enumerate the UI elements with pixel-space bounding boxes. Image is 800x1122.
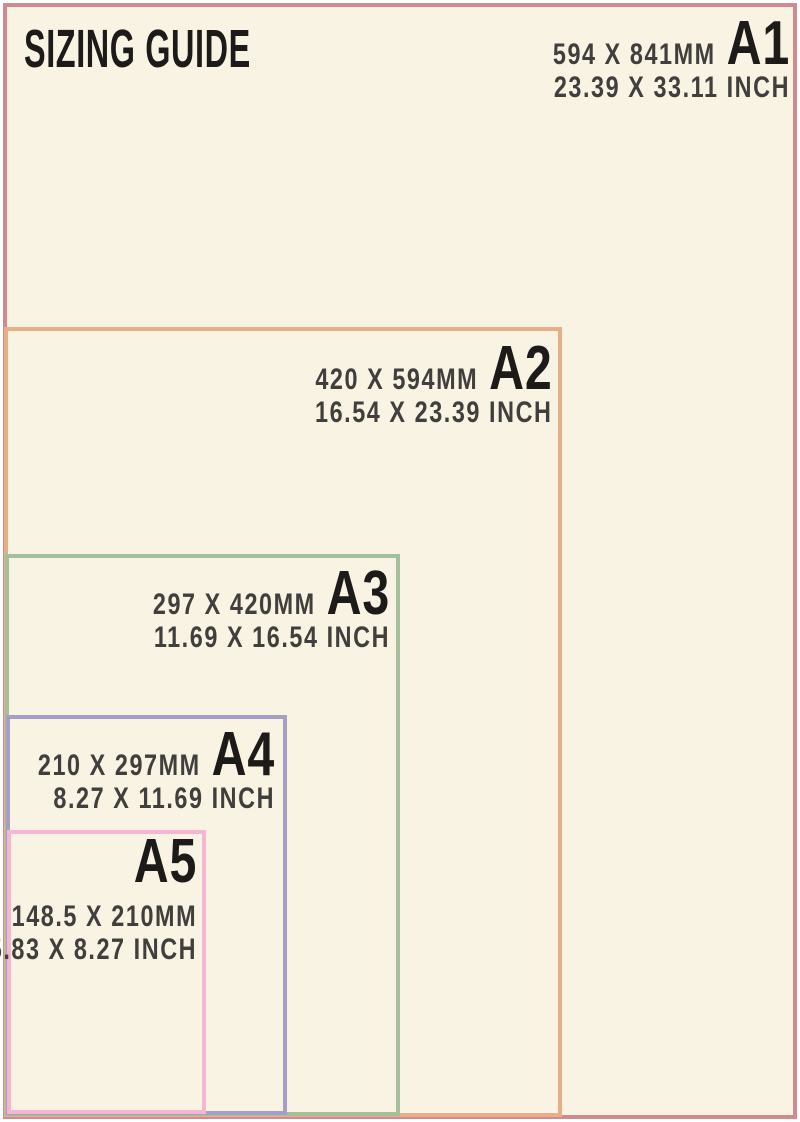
a5-code: A5 <box>133 827 197 896</box>
a5-dimensions-inch: 5.83 X 8.27 INCH <box>0 933 197 967</box>
size-box-a1 <box>3 3 797 1119</box>
a1-dimensions-inch: 23.39 X 33.11 INCH <box>553 71 790 104</box>
a2-code: A2 <box>488 334 552 403</box>
size-label-a3: 297 X 420MM A3 11.69 X 16.54 INCH <box>152 559 390 654</box>
a2-dimensions-mm: 420 X 594MM <box>314 363 478 396</box>
page-title: SIZING GUIDE <box>24 19 251 79</box>
a3-dimensions-mm: 297 X 420MM <box>152 588 316 621</box>
a2-dimensions-inch: 16.54 X 23.39 INCH <box>314 396 552 429</box>
a3-dimensions-inch: 11.69 X 16.54 INCH <box>153 621 390 654</box>
a1-code: A1 <box>726 9 790 78</box>
a4-code: A4 <box>211 720 275 789</box>
size-label-a2: 420 X 594MM A2 16.54 X 23.39 INCH <box>314 334 552 429</box>
size-label-a3-row: 297 X 420MM A3 <box>152 559 390 628</box>
size-label-a2-row: 420 X 594MM A2 <box>314 334 552 403</box>
a1-dimensions-mm: 594 X 841MM <box>552 38 716 71</box>
size-label-a1: 594 X 841MM A1 23.39 X 33.11 INCH <box>552 9 790 104</box>
size-label-a4: 210 X 297MM A4 8.27 X 11.69 INCH <box>37 720 276 815</box>
a3-code: A3 <box>326 559 390 628</box>
a4-dimensions-inch: 8.27 X 11.69 INCH <box>53 782 276 815</box>
size-label-a5: A5 148.5 X 210MM 5.83 X 8.27 INCH <box>0 827 198 967</box>
a5-dimensions-mm: 148.5 X 210MM <box>11 900 198 934</box>
size-label-a1-row: 594 X 841MM A1 <box>552 9 790 78</box>
a4-dimensions-mm: 210 X 297MM <box>37 749 201 782</box>
size-box-a5 <box>7 830 206 1114</box>
size-label-a4-row: 210 X 297MM A4 <box>37 720 275 789</box>
